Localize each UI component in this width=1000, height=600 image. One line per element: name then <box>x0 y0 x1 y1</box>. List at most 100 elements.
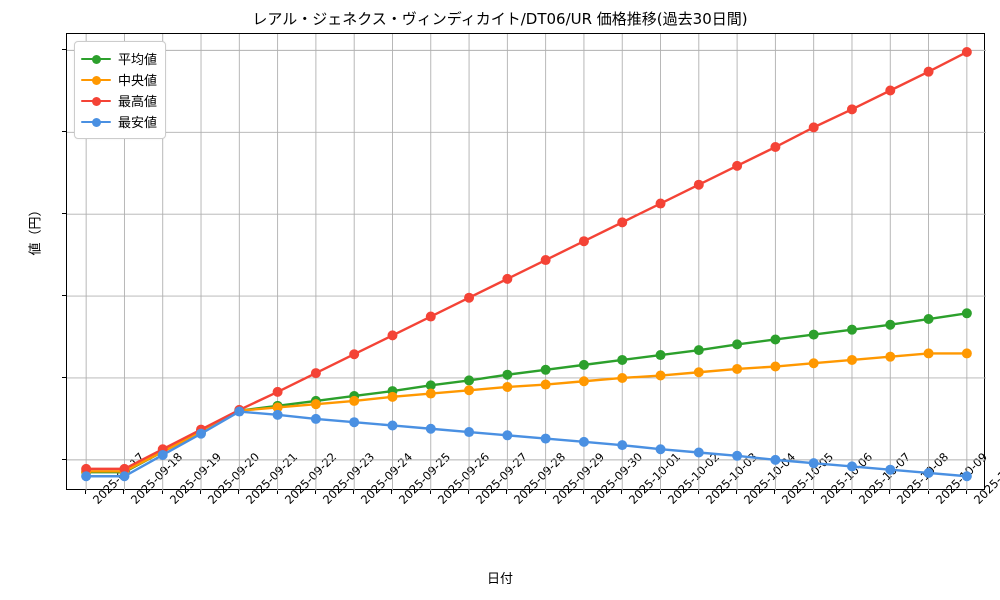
data-point <box>961 471 972 482</box>
x-tick-mark <box>238 490 240 494</box>
data-point <box>425 423 436 434</box>
data-point <box>310 399 321 410</box>
y-tick-mark <box>62 376 66 378</box>
data-point <box>655 198 666 209</box>
data-point <box>655 370 666 381</box>
data-point <box>732 450 743 461</box>
x-tick-mark <box>468 490 470 494</box>
data-point <box>770 142 781 153</box>
data-point <box>349 349 360 360</box>
legend-label: 平均値 <box>118 53 158 68</box>
data-point <box>464 375 475 386</box>
x-tick-label: 2025-09-24 <box>358 449 416 507</box>
x-tick-mark <box>965 490 967 494</box>
data-point <box>272 402 283 413</box>
x-tick-mark <box>582 490 584 494</box>
x-tick-label: 2025-09-19 <box>166 449 224 507</box>
data-point <box>502 369 513 380</box>
data-point <box>846 104 857 115</box>
data-point <box>387 420 398 431</box>
data-point <box>961 348 972 359</box>
x-tick-label: 2025-10-01 <box>626 449 684 507</box>
legend-marker-dot <box>92 54 101 64</box>
x-tick-label: 2025-09-27 <box>473 449 531 507</box>
data-point <box>157 449 168 460</box>
x-tick-label: 2025-10-09 <box>932 449 990 507</box>
x-tick-label: 2025-09-26 <box>434 449 492 507</box>
data-point <box>693 367 704 378</box>
data-point <box>770 361 781 372</box>
x-tick-label: 2025-09-25 <box>396 449 454 507</box>
data-point <box>808 358 819 369</box>
data-point <box>617 217 628 228</box>
data-point <box>923 66 934 77</box>
x-tick-mark <box>391 490 393 494</box>
data-point <box>387 391 398 402</box>
x-axis-label: 日付 <box>486 572 513 587</box>
data-point <box>540 364 551 375</box>
chart-title: レアル・ジェネクス・ヴィンディカイト/DT06/UR 価格推移(過去30日間) <box>252 10 748 28</box>
x-tick-mark <box>123 490 125 494</box>
x-tick-mark <box>927 490 929 494</box>
legend-label: 最高値 <box>118 95 158 110</box>
data-point <box>808 458 819 469</box>
x-tick-mark <box>850 490 852 494</box>
series-line-3 <box>84 410 969 478</box>
legend-swatch-icon <box>81 115 111 129</box>
x-tick-label: 2025-09-29 <box>549 449 607 507</box>
data-point <box>464 292 475 303</box>
legend-item-2[interactable]: 最高値 <box>81 90 157 111</box>
data-point <box>808 122 819 133</box>
data-point <box>540 433 551 444</box>
data-point <box>808 329 819 340</box>
data-point <box>464 427 475 438</box>
x-tick-mark <box>774 490 776 494</box>
data-point <box>617 354 628 365</box>
legend-item-3[interactable]: 最安値 <box>81 111 157 132</box>
data-point <box>578 359 589 370</box>
data-point <box>387 330 398 341</box>
data-point <box>425 388 436 399</box>
data-point <box>425 311 436 322</box>
data-point <box>349 417 360 428</box>
data-point <box>81 463 92 474</box>
data-point <box>693 345 704 356</box>
x-tick-label: 2025-10-07 <box>855 449 914 507</box>
legend-item-0[interactable]: 平均値 <box>81 48 157 69</box>
legend-item-1[interactable]: 中央値 <box>81 69 157 90</box>
legend-swatch-icon <box>81 94 111 108</box>
data-point <box>502 430 513 441</box>
data-point <box>464 385 475 396</box>
legend-marker-dot <box>92 117 101 127</box>
x-tick-mark <box>200 490 202 494</box>
x-tick-mark <box>85 490 87 494</box>
x-tick-label: 2025-10-04 <box>741 449 799 507</box>
x-tick-label: 2025-09-28 <box>511 449 569 507</box>
data-point <box>578 436 589 447</box>
data-point <box>961 308 972 319</box>
x-tick-mark <box>659 490 661 494</box>
x-tick-label: 2025-09-21 <box>243 449 301 507</box>
data-point <box>655 350 666 361</box>
data-point <box>119 463 130 474</box>
data-point <box>923 467 934 478</box>
chart-legend: 平均値 中央値最高値 最安値 <box>74 41 167 139</box>
legend-swatch-icon <box>81 52 111 66</box>
x-tick-label: 2025-09-22 <box>281 449 339 507</box>
data-point <box>885 85 896 96</box>
x-tick-mark <box>812 490 814 494</box>
data-point <box>119 471 130 482</box>
x-tick-label: 2025-09-20 <box>205 449 263 507</box>
data-point <box>578 376 589 387</box>
data-point <box>923 314 934 325</box>
data-point <box>310 368 321 379</box>
data-point <box>425 380 436 391</box>
x-tick-mark <box>889 490 891 494</box>
data-point <box>578 236 589 247</box>
data-point <box>770 334 781 345</box>
data-point <box>655 444 666 455</box>
x-tick-mark <box>314 490 316 494</box>
x-tick-mark <box>544 490 546 494</box>
data-point <box>885 319 896 330</box>
data-point <box>502 381 513 392</box>
